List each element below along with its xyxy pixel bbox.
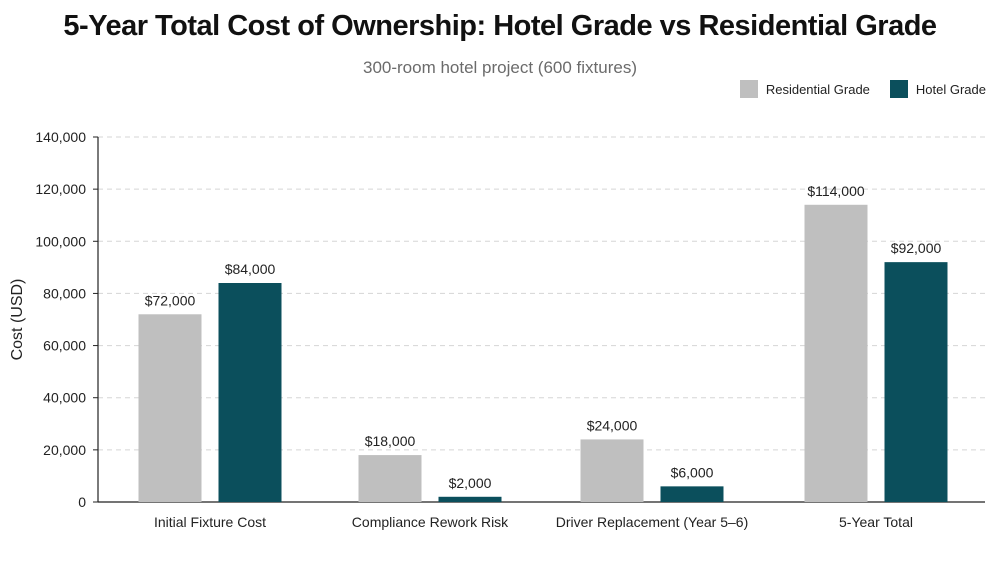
y-axis-title: Cost (USD) [9,279,26,361]
x-category-label: Driver Replacement (Year 5–6) [556,514,748,530]
x-category-label: 5-Year Total [839,514,913,530]
data-label: $2,000 [449,475,492,491]
legend-label-residential: Residential Grade [765,81,870,97]
data-label: $24,000 [587,417,638,433]
data-label: $114,000 [807,183,865,199]
bar-hotel [218,283,282,502]
chart-title: 5-Year Total Cost of Ownership: Hotel Gr… [63,10,937,42]
y-tick-label: 20,000 [43,442,86,458]
bar-residential [358,455,422,502]
data-label: $92,000 [891,240,942,256]
y-tick-label: 80,000 [43,285,86,301]
legend-swatch-residential [739,80,758,98]
legend: Residential Grade Hotel Grade [739,80,986,98]
data-label: $6,000 [671,464,714,480]
y-tick-label: 140,000 [35,129,86,145]
legend-label-hotel: Hotel Grade [915,81,986,97]
legend-swatch-hotel [889,80,908,98]
data-label: $84,000 [225,261,276,277]
data-label: $18,000 [365,433,416,449]
bar-hotel [660,486,724,502]
x-category-label: Compliance Rework Risk [352,514,509,530]
bar-hotel [884,262,948,502]
legend-item-hotel: Hotel Grade [889,80,986,98]
data-label: $72,000 [145,292,196,308]
x-category-label: Initial Fixture Cost [154,514,266,530]
legend-item-residential: Residential Grade [739,80,870,98]
y-tick-label: 60,000 [43,338,86,354]
y-tick-label: 100,000 [35,233,86,249]
y-tick-label: 120,000 [35,181,86,197]
bar-residential [804,204,868,503]
chart-subtitle: 300-room hotel project (600 fixtures) [362,58,638,77]
bar-hotel [438,496,502,502]
y-tick-label: 0 [78,494,86,510]
bar-residential [138,314,202,502]
y-tick-label: 40,000 [43,390,86,406]
bar-residential [580,439,644,502]
